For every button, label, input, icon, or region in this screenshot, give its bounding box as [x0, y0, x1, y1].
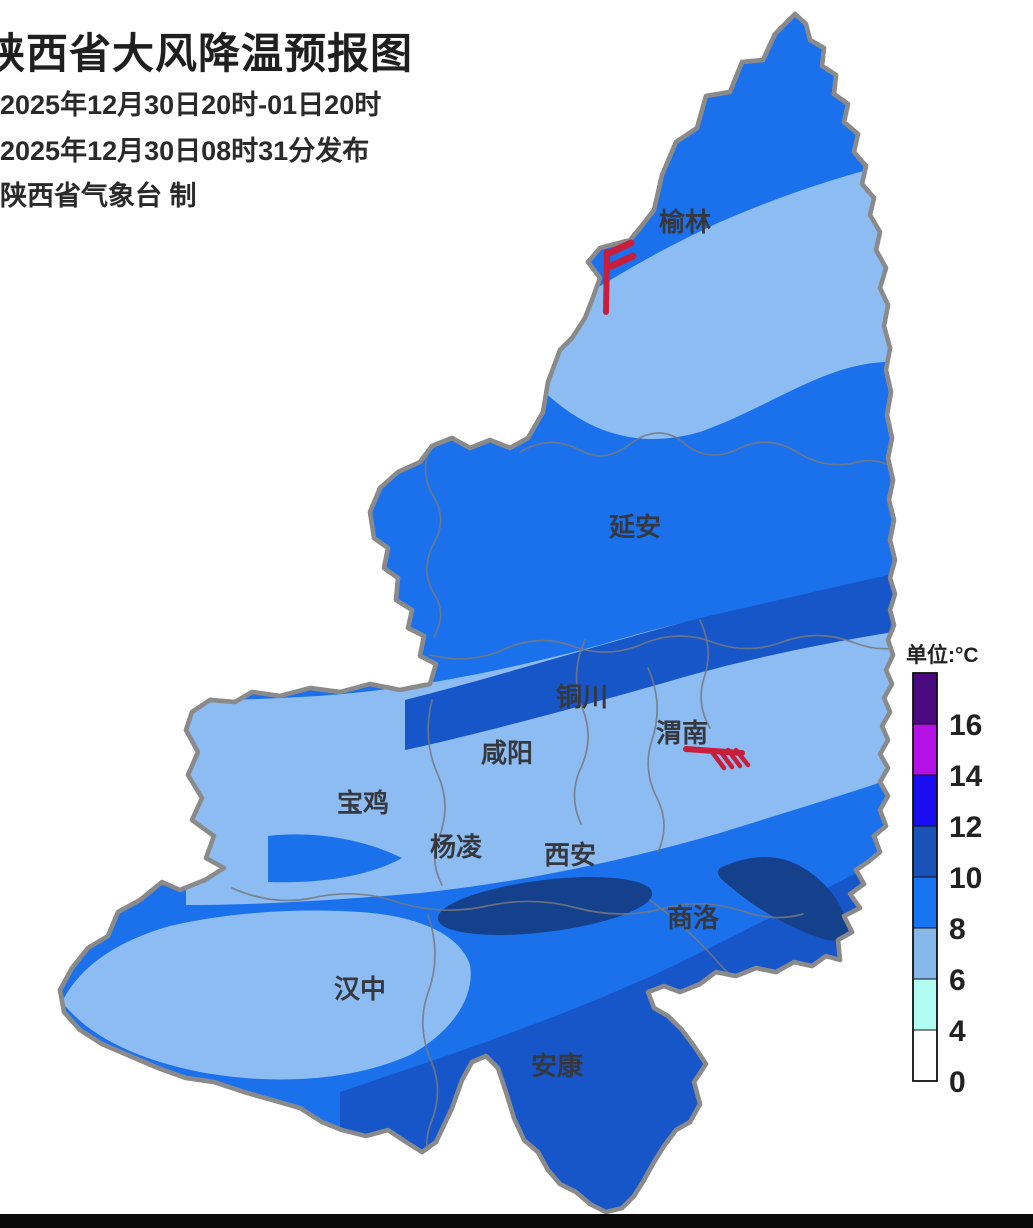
band-6-8-hanzhong — [62, 910, 471, 1080]
legend-seg-16plus — [912, 672, 938, 725]
bottom-bar — [0, 1214, 1033, 1228]
city-label-shangluo: 商洛 — [667, 903, 720, 933]
band-10-12-tongchuan — [405, 574, 893, 750]
wind-barb-weinan-icon — [683, 746, 751, 771]
legend-seg-6-8 — [912, 927, 938, 980]
legend-ticks: 16 14 12 10 8 6 4 0 — [949, 709, 983, 1099]
title-block: 陕西省大风降温预报图 2025年12月30日20时-01日20时 2025年12… — [0, 30, 413, 211]
legend-seg-12-14 — [912, 774, 938, 827]
city-labels: 榆林 延安 铜川 渭南 咸阳 宝鸡 杨凌 西安 商洛 汉中 安康 — [334, 207, 720, 1081]
city-label-yulin: 榆林 — [659, 207, 711, 237]
city-label-tongchuan: 铜川 — [556, 682, 608, 712]
legend-tick-8: 8 — [949, 913, 966, 946]
map-title: 陕西省大风降温预报图 — [0, 30, 413, 77]
city-label-weinan: 渭南 — [656, 718, 708, 748]
province-outline — [57, 11, 898, 1215]
temperature-bands — [62, 152, 895, 1212]
legend: 单位:°C 16 14 12 10 8 6 4 0 — [906, 643, 983, 1099]
band-6-8-yulin — [505, 152, 895, 439]
city-label-yanan: 延安 — [608, 512, 661, 542]
city-label-hanzhong: 汉中 — [334, 974, 386, 1004]
issuer: 陕西省气象台 制 — [0, 180, 197, 211]
city-label-xian: 西安 — [544, 840, 596, 870]
city-label-baoji: 宝鸡 — [337, 788, 389, 818]
legend-tick-4: 4 — [949, 1015, 966, 1048]
legend-seg-8-10 — [912, 876, 938, 929]
city-label-ankang: 安康 — [531, 1051, 584, 1081]
legend-tick-14: 14 — [949, 760, 983, 793]
city-label-xianyang: 咸阳 — [481, 738, 533, 768]
legend-tick-0: 0 — [949, 1066, 966, 1099]
legend-seg-4-6 — [912, 978, 938, 1031]
city-label-yangling: 杨凌 — [430, 832, 483, 862]
legend-tick-16: 16 — [949, 709, 982, 742]
legend-frame — [912, 672, 938, 1082]
city-borders — [231, 432, 895, 1174]
legend-tick-12: 12 — [949, 811, 982, 844]
legend-seg-10-12 — [912, 825, 938, 878]
legend-unit-label: 单位:°C — [906, 643, 979, 667]
dark-patch-shangluo — [717, 857, 849, 941]
legend-tick-6: 6 — [949, 964, 966, 997]
legend-tick-10: 10 — [949, 862, 982, 895]
issue-time: 2025年12月30日08时31分发布 — [0, 135, 369, 166]
forecast-period: 2025年12月30日20时-01日20时 — [0, 89, 381, 120]
wind-barb-yulin-icon — [603, 239, 637, 315]
wedge-8-10-baoji — [268, 834, 402, 883]
legend-seg-14-16 — [912, 723, 938, 776]
legend-seg-0-4 — [912, 1029, 938, 1082]
dark-patch-qinling — [437, 877, 653, 935]
